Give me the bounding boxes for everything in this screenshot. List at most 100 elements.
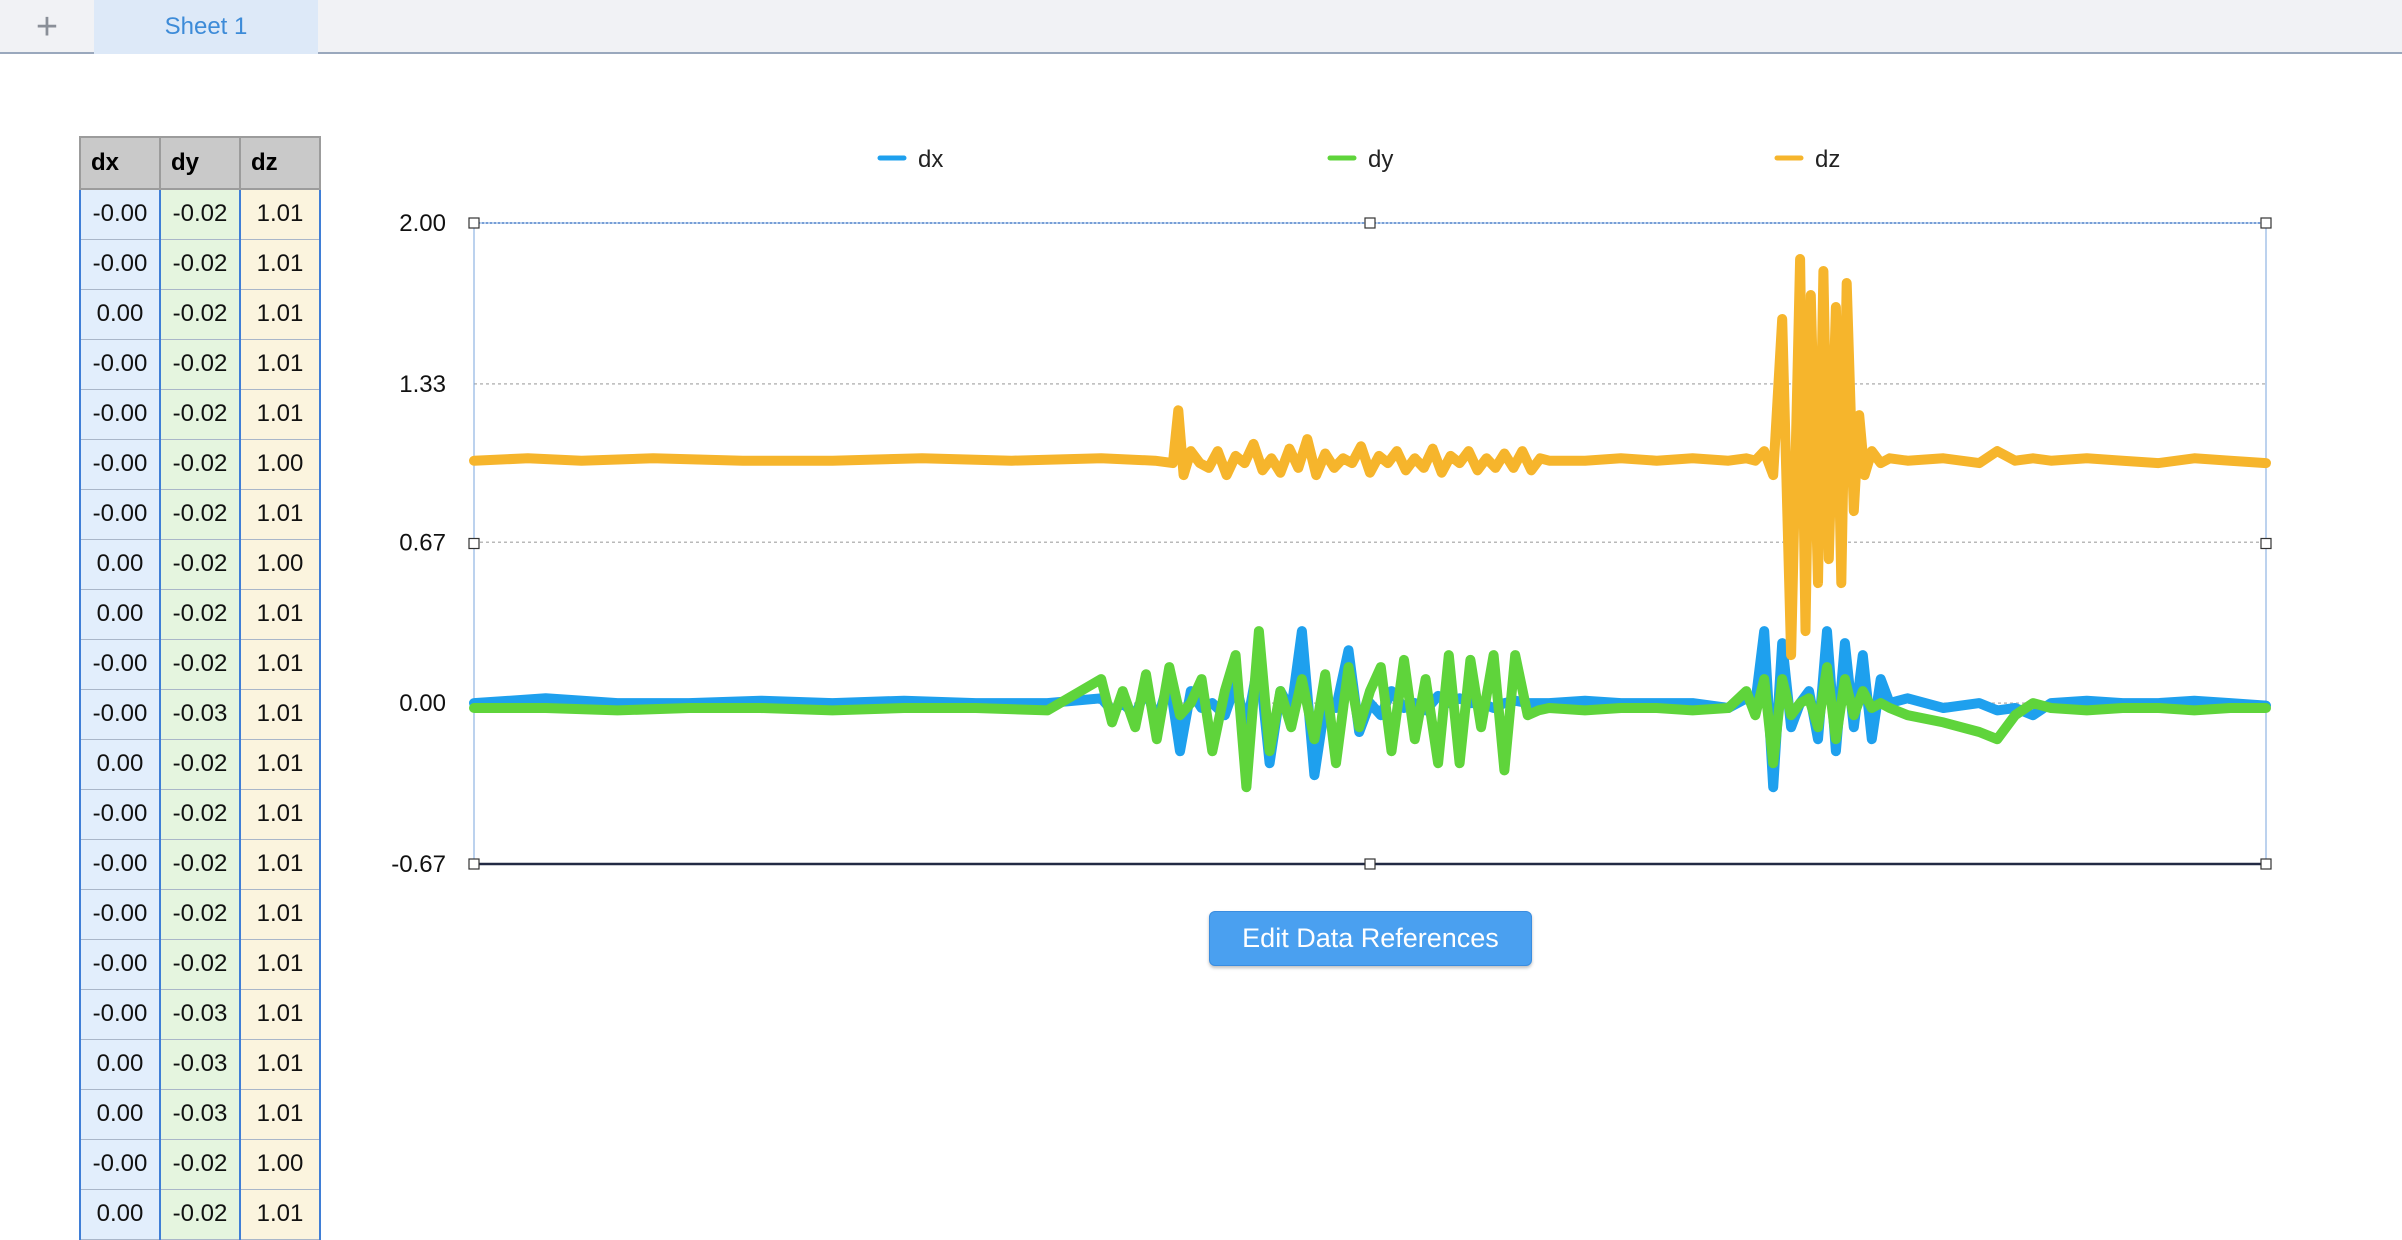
table-cell[interactable]: 1.01 [239, 1188, 321, 1240]
series-line-dz [469, 254, 2271, 661]
table-cell[interactable]: -0.03 [159, 688, 241, 740]
table-cell[interactable]: 1.01 [239, 638, 321, 690]
table-cell[interactable]: -0.02 [159, 1188, 241, 1240]
series-line-dy [469, 626, 2271, 793]
table-row: 0.00 -0.03 1.01 [79, 1088, 321, 1140]
table-cell[interactable]: -0.02 [159, 238, 241, 290]
legend-label-dz: dz [1815, 146, 1840, 173]
resize-handle[interactable] [468, 858, 480, 870]
table-cell[interactable]: 1.00 [239, 538, 321, 590]
table-cell[interactable]: -0.00 [79, 388, 161, 440]
table-cell[interactable]: -0.02 [159, 788, 241, 840]
tab-sheet-1[interactable]: Sheet 1 [94, 0, 318, 54]
table-cell[interactable]: 1.01 [239, 788, 321, 840]
table-cell[interactable]: -0.00 [79, 938, 161, 990]
table-cell[interactable]: 1.01 [239, 238, 321, 290]
y-tick-label: 1.33 [399, 371, 446, 398]
table-cell[interactable]: 1.01 [239, 988, 321, 1040]
table-row: 0.00 -0.03 1.01 [79, 1038, 321, 1090]
table-cell[interactable]: 0.00 [79, 538, 161, 590]
table-row: -0.00 -0.02 1.01 [79, 788, 321, 840]
table-cell[interactable]: 1.01 [239, 338, 321, 390]
table-cell[interactable]: -0.02 [159, 638, 241, 690]
table-cell[interactable]: 1.01 [239, 838, 321, 890]
table-row: -0.00 -0.03 1.01 [79, 688, 321, 740]
table-cell[interactable]: 0.00 [79, 1088, 161, 1140]
table-cell[interactable]: -0.00 [79, 188, 161, 240]
add-sheet-button[interactable]: + [35, 6, 59, 48]
edit-data-references-button[interactable]: Edit Data References [1209, 911, 1532, 966]
table-row: -0.00 -0.03 1.01 [79, 988, 321, 1040]
y-tick-label: 2.00 [399, 210, 446, 237]
table-cell[interactable]: -0.02 [159, 738, 241, 790]
table-cell[interactable]: 1.01 [239, 488, 321, 540]
table-row: -0.00 -0.02 1.00 [79, 1138, 321, 1190]
table-cell[interactable]: 1.01 [239, 1088, 321, 1140]
table-cell[interactable]: 1.01 [239, 888, 321, 940]
resize-handle[interactable] [468, 217, 480, 229]
table-cell[interactable]: 1.01 [239, 938, 321, 990]
table-cell[interactable]: -0.02 [159, 838, 241, 890]
table-cell[interactable]: -0.02 [159, 388, 241, 440]
table-row: -0.00 -0.02 1.01 [79, 238, 321, 290]
table-cell[interactable]: 0.00 [79, 288, 161, 340]
resize-handle[interactable] [1364, 217, 1376, 229]
chart-selection-frame [473, 222, 2267, 865]
table-cell[interactable]: -0.02 [159, 288, 241, 340]
table-cell[interactable]: 1.01 [239, 588, 321, 640]
tab-bar: + Sheet 1 [0, 0, 2402, 54]
table-row: -0.00 -0.02 1.01 [79, 638, 321, 690]
legend-label-dx: dx [918, 146, 943, 173]
table-cell[interactable]: -0.00 [79, 488, 161, 540]
resize-handle[interactable] [2260, 537, 2272, 550]
table-cell[interactable]: -0.00 [79, 438, 161, 490]
table-cell[interactable]: -0.00 [79, 1138, 161, 1190]
table-row: -0.00 -0.02 1.01 [79, 388, 321, 440]
table-row: 0.00 -0.02 1.01 [79, 1188, 321, 1240]
table-cell[interactable]: 0.00 [79, 1038, 161, 1090]
resize-handle[interactable] [1364, 858, 1376, 870]
table-cell[interactable]: -0.00 [79, 838, 161, 890]
table-cell[interactable]: 1.00 [239, 1138, 321, 1190]
table-cell[interactable]: 1.01 [239, 288, 321, 340]
table-cell[interactable]: -0.02 [159, 188, 241, 240]
table-cell[interactable]: 1.01 [239, 688, 321, 740]
resize-handle[interactable] [2260, 217, 2272, 229]
table-cell[interactable]: -0.02 [159, 938, 241, 990]
table-cell[interactable]: 1.01 [239, 188, 321, 240]
table-cell[interactable]: -0.03 [159, 1038, 241, 1090]
data-table: dx dy dz -0.00 -0.02 1.01 -0.00 -0.02 1.01 0.0… [79, 136, 321, 1240]
table-cell[interactable]: -0.03 [159, 988, 241, 1040]
table-cell[interactable]: -0.00 [79, 788, 161, 840]
table-cell[interactable]: -0.00 [79, 688, 161, 740]
table-cell[interactable]: -0.02 [159, 888, 241, 940]
table-row: -0.00 -0.02 1.00 [79, 438, 321, 490]
table-cell[interactable]: 1.01 [239, 388, 321, 440]
resize-handle[interactable] [468, 537, 480, 550]
table-row: -0.00 -0.02 1.01 [79, 838, 321, 890]
table-cell[interactable]: -0.03 [159, 1088, 241, 1140]
table-cell[interactable]: -0.00 [79, 638, 161, 690]
table-cell[interactable]: -0.02 [159, 588, 241, 640]
resize-handle[interactable] [2260, 858, 2272, 870]
column-header-dy[interactable]: dy [159, 136, 241, 190]
table-cell[interactable]: -0.02 [159, 438, 241, 490]
column-header-dx[interactable]: dx [79, 136, 161, 190]
table-cell[interactable]: -0.02 [159, 338, 241, 390]
table-cell[interactable]: 0.00 [79, 588, 161, 640]
table-row: -0.00 -0.02 1.01 [79, 188, 321, 240]
y-tick-label: 0.67 [399, 529, 446, 556]
table-cell[interactable]: 0.00 [79, 1188, 161, 1240]
table-cell[interactable]: 1.00 [239, 438, 321, 490]
table-cell[interactable]: -0.00 [79, 988, 161, 1040]
table-row: 0.00 -0.02 1.01 [79, 288, 321, 340]
y-tick-label: 0.00 [399, 690, 446, 717]
column-header-dz[interactable]: dz [239, 136, 321, 190]
y-tick-label: -0.67 [391, 851, 446, 878]
table-cell[interactable]: -0.00 [79, 888, 161, 940]
table-row: -0.00 -0.02 1.01 [79, 338, 321, 390]
table-row: 0.00 -0.02 1.01 [79, 588, 321, 640]
table-row: 0.00 -0.02 1.01 [79, 738, 321, 790]
table-cell[interactable]: 1.01 [239, 738, 321, 790]
